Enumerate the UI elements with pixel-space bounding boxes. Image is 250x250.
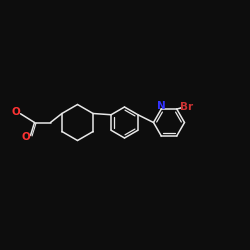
Text: N: N — [157, 100, 166, 110]
Text: O: O — [22, 132, 30, 142]
Text: Br: Br — [180, 102, 193, 112]
Text: O: O — [12, 107, 20, 117]
